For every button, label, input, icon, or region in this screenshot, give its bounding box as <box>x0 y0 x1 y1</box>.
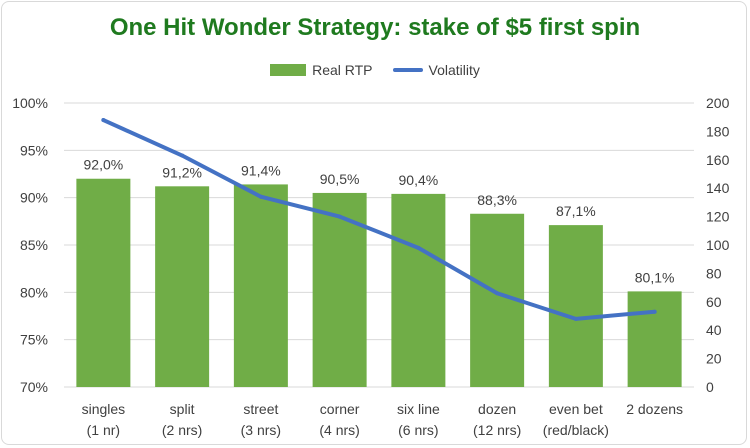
legend-item-real-rtp: Real RTP <box>270 62 373 78</box>
x-tick-sublabel: (4 nrs) <box>319 422 359 438</box>
y-left-tick-label: 75% <box>20 332 48 348</box>
bar-data-label: 80,1% <box>635 269 675 285</box>
y-right-tick-label: 60 <box>706 294 722 310</box>
bar-data-label: 90,4% <box>399 172 439 188</box>
x-tick-sublabel: (2 nrs) <box>162 422 202 438</box>
x-tick-label: street <box>243 401 278 417</box>
y-right-tick-label: 160 <box>706 152 730 168</box>
y-right-tick-label: 0 <box>706 379 714 395</box>
x-tick-label: 2 dozens <box>626 401 683 417</box>
x-tick-sublabel: (6 nrs) <box>398 422 438 438</box>
x-tick-sublabel: (red/black) <box>543 422 609 438</box>
y-right-tick-label: 120 <box>706 209 730 225</box>
y-left-tick-label: 95% <box>20 142 48 158</box>
y-right-tick-label: 180 <box>706 123 730 139</box>
volatility-point <box>573 316 578 321</box>
legend-item-volatility: Volatility <box>392 62 480 78</box>
volatility-point <box>180 153 185 158</box>
y-right-tick-label: 20 <box>706 351 722 367</box>
x-tick-label: six line <box>397 401 440 417</box>
volatility-point <box>258 194 263 199</box>
volatility-point <box>101 118 106 123</box>
y-right-tick-label: 40 <box>706 322 722 338</box>
volatility-point <box>337 214 342 219</box>
bar <box>391 193 446 387</box>
bar <box>155 186 210 387</box>
bar <box>76 178 131 387</box>
volatility-point <box>416 245 421 250</box>
y-left-tick-label: 80% <box>20 284 48 300</box>
bar <box>548 225 603 387</box>
x-tick-label: split <box>170 401 195 417</box>
bar-data-label: 87,1% <box>556 203 596 219</box>
y-left-tick-label: 90% <box>20 190 48 206</box>
y-right-tick-label: 80 <box>706 265 722 281</box>
volatility-line <box>101 118 657 321</box>
volatility-point <box>652 309 657 314</box>
y-right-tick-label: 140 <box>706 180 730 196</box>
x-tick-label: even bet <box>549 401 603 417</box>
legend-label-real-rtp: Real RTP <box>312 62 373 78</box>
bar <box>627 291 682 387</box>
bar-data-label: 92,0% <box>84 157 124 173</box>
y-right-tick-label: 100 <box>706 237 730 253</box>
volatility-point <box>495 291 500 296</box>
bar-data-label: 90,5% <box>320 171 360 187</box>
x-tick-label: dozen <box>478 401 516 417</box>
x-tick-label: corner <box>320 401 360 417</box>
legend-swatch-bar <box>270 64 307 76</box>
bar <box>233 184 288 387</box>
x-tick-label: singles <box>82 401 126 417</box>
y-right-tick-label: 200 <box>706 95 730 111</box>
y-left-tick-label: 70% <box>20 379 48 395</box>
chart-title: One Hit Wonder Strategy: stake of $5 fir… <box>109 14 641 41</box>
y-left-tick-label: 85% <box>20 237 48 253</box>
x-tick-sublabel: (12 nrs) <box>473 422 521 438</box>
bar-data-label: 88,3% <box>477 192 517 208</box>
chart-legend: Real RTP Volatility <box>0 62 750 78</box>
bar-data-label: 91,2% <box>162 164 202 180</box>
bar-data-label: 91,4% <box>241 162 281 178</box>
y-left-tick-label: 100% <box>12 95 48 111</box>
legend-swatch-line <box>392 68 423 72</box>
x-tick-sublabel: (3 nrs) <box>241 422 281 438</box>
legend-label-volatility: Volatility <box>428 62 480 78</box>
x-tick-sublabel: (1 nr) <box>87 422 120 438</box>
